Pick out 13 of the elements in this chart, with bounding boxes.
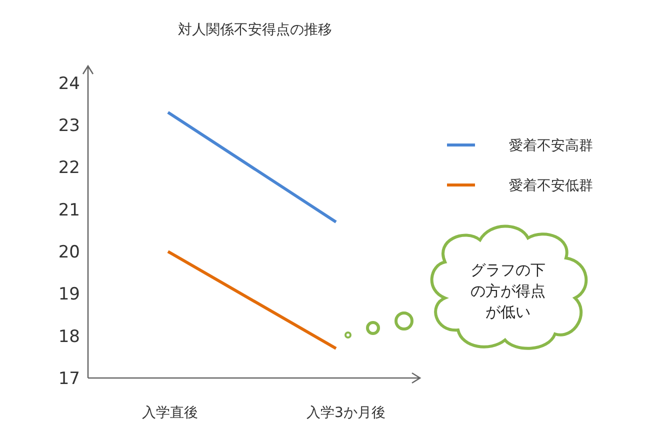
y-tick-label: 17 — [58, 369, 80, 389]
chart-title: 対人関係不安得点の推移 — [178, 22, 332, 38]
y-tick-label: 21 — [58, 200, 80, 220]
y-tick-label: 20 — [58, 242, 80, 263]
text: グラフの下の方が得点が低い — [470, 261, 546, 321]
x-tick-label: 入学3か月後 — [306, 405, 386, 421]
y-tick-label: 19 — [58, 284, 80, 305]
y-tick-label: 24 — [58, 74, 80, 94]
legend: 愛着不安高群 愛着不安低群 — [447, 138, 593, 194]
y-tick-label: 23 — [58, 116, 80, 136]
x-tick-label: 入学直後 — [142, 405, 198, 421]
y-tick-label: 18 — [58, 326, 80, 347]
y-tick-label: 22 — [58, 158, 80, 178]
